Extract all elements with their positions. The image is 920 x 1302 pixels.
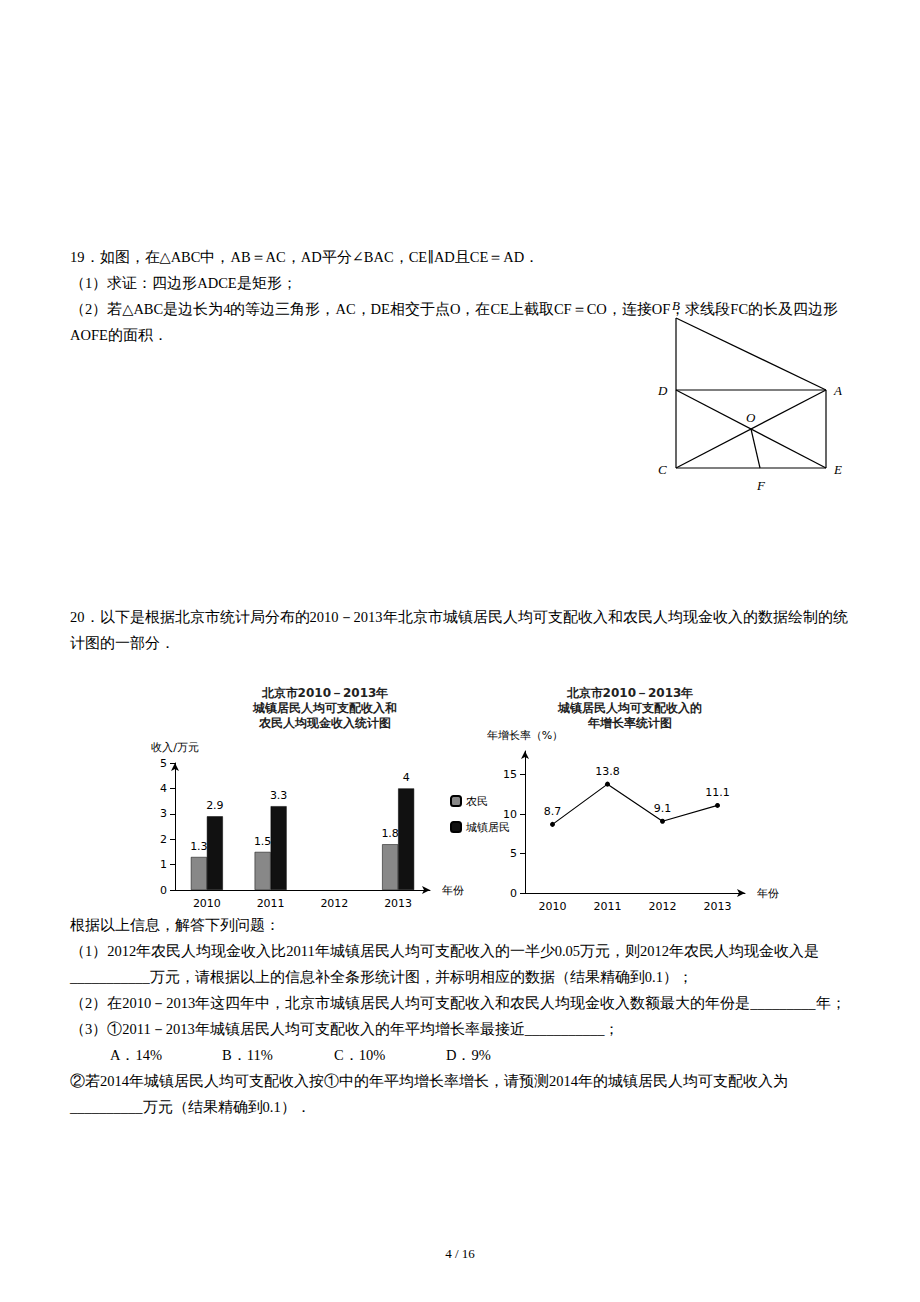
svg-text:1.5: 1.5 <box>254 835 272 848</box>
svg-text:2013: 2013 <box>384 897 412 910</box>
svg-text:年增长率（%）: 年增长率（%） <box>487 729 563 742</box>
svg-text:13.8: 13.8 <box>595 765 620 778</box>
svg-text:农民人均现金收入统计图: 农民人均现金收入统计图 <box>258 716 391 730</box>
svg-text:A: A <box>833 383 842 398</box>
svg-text:3.3: 3.3 <box>270 789 288 802</box>
svg-text:9.1: 9.1 <box>654 802 672 815</box>
svg-text:城镇居民: 城镇居民 <box>465 821 510 834</box>
svg-text:北京市2010－2013年: 北京市2010－2013年 <box>566 686 694 700</box>
svg-text:2013: 2013 <box>704 900 732 913</box>
svg-text:E: E <box>833 462 842 477</box>
svg-text:1: 1 <box>160 858 167 871</box>
svg-text:年份: 年份 <box>757 887 779 900</box>
svg-text:8.7: 8.7 <box>544 805 562 818</box>
svg-text:城镇居民人均可支配收入和: 城镇居民人均可支配收入和 <box>252 701 397 715</box>
svg-text:10: 10 <box>503 808 517 821</box>
svg-text:2010: 2010 <box>539 900 567 913</box>
svg-text:0: 0 <box>160 884 167 897</box>
svg-text:11.1: 11.1 <box>705 786 730 799</box>
svg-text:2010: 2010 <box>193 897 221 910</box>
svg-text:年份: 年份 <box>442 884 464 897</box>
svg-text:O: O <box>746 410 756 425</box>
svg-text:2012: 2012 <box>649 900 677 913</box>
svg-text:收入/万元: 收入/万元 <box>151 741 199 754</box>
svg-text:D: D <box>657 383 668 398</box>
svg-text:2011: 2011 <box>257 897 285 910</box>
svg-text:1.3: 1.3 <box>190 840 208 853</box>
svg-text:4: 4 <box>160 782 167 795</box>
svg-text:农民: 农民 <box>466 795 488 808</box>
svg-text:5: 5 <box>510 847 517 860</box>
svg-text:4: 4 <box>403 771 410 784</box>
svg-text:5: 5 <box>160 757 167 770</box>
svg-text:2: 2 <box>160 833 167 846</box>
svg-text:F: F <box>756 478 766 493</box>
svg-text:15: 15 <box>503 768 517 781</box>
svg-text:C: C <box>658 462 667 477</box>
svg-text:2012: 2012 <box>320 897 348 910</box>
svg-text:1.8: 1.8 <box>381 827 399 840</box>
svg-text:0: 0 <box>510 887 517 900</box>
svg-text:北京市2010－2013年: 北京市2010－2013年 <box>261 686 389 700</box>
svg-text:3: 3 <box>160 807 167 820</box>
svg-text:年增长率统计图: 年增长率统计图 <box>587 716 672 730</box>
svg-text:城镇居民人均可支配收入的: 城镇居民人均可支配收入的 <box>557 701 702 715</box>
svg-text:2011: 2011 <box>594 900 622 913</box>
svg-text:2.9: 2.9 <box>206 799 224 812</box>
svg-text:B: B <box>672 298 680 313</box>
